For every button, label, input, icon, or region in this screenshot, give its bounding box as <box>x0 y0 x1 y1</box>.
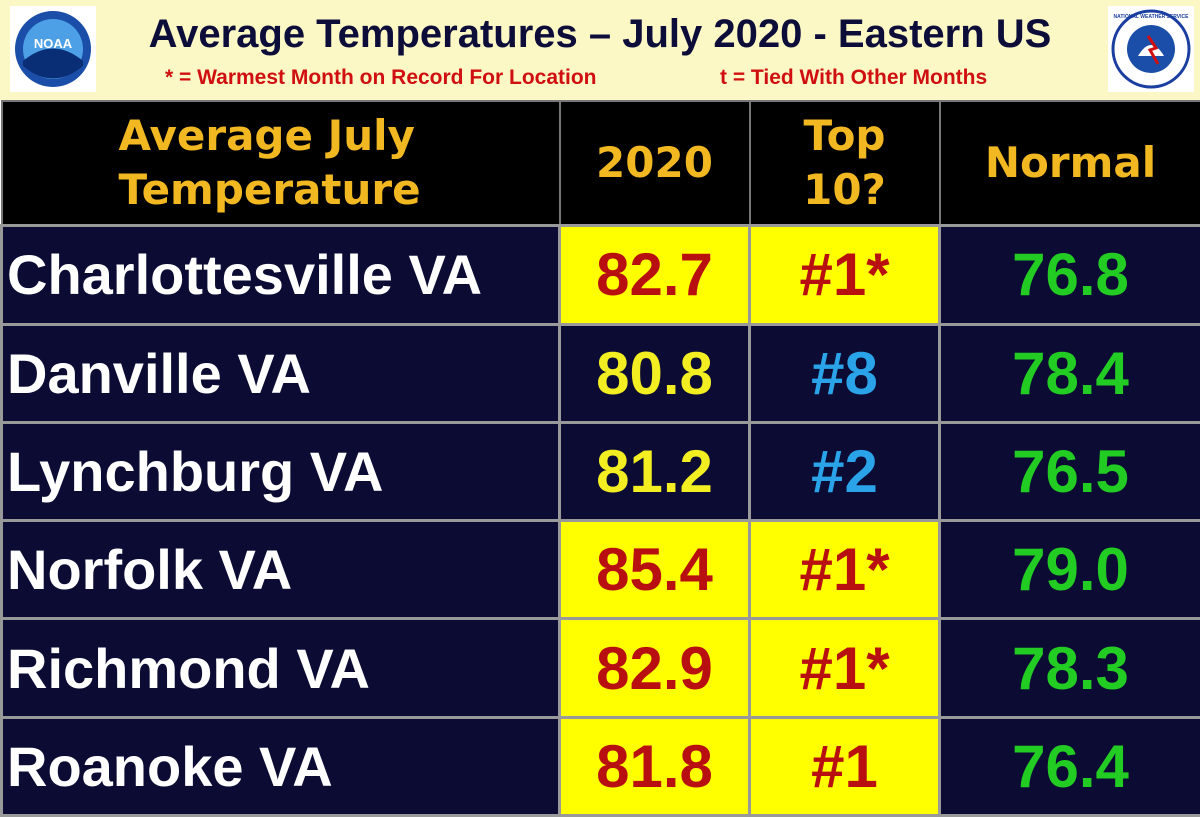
city: Lynchburg VA <box>0 420 561 523</box>
normal: 78.3 <box>938 617 1200 719</box>
normal: 76.4 <box>938 715 1200 817</box>
row: Richmond VA 82.9 #1* 78.3 <box>0 617 1200 719</box>
row: Danville VA 80.8 #8 78.4 <box>0 322 1200 424</box>
title: Average Temperatures – July 2020 - Easte… <box>148 12 1052 56</box>
rank: #1* <box>748 617 941 719</box>
city: Roanoke VA <box>0 715 561 817</box>
header-cell: Average July Temperature <box>0 100 561 227</box>
row: Roanoke VA 81.8 #1 76.4 <box>0 715 1200 817</box>
value-2020: 80.8 <box>558 322 751 424</box>
normal: 76.5 <box>938 420 1200 523</box>
value-2020: 81.8 <box>558 715 751 817</box>
normal: 79.0 <box>938 519 1200 621</box>
city: Danville VA <box>0 322 561 424</box>
header: NOAA Average Temperatures – July 2020 - … <box>0 0 1200 100</box>
city: Charlottesville VA <box>0 224 561 326</box>
city: Norfolk VA <box>0 519 561 621</box>
rank: #1* <box>748 224 941 326</box>
header-row: Average July Temperature 2020 Top 10? No… <box>0 100 1200 227</box>
rank: #8 <box>748 322 941 424</box>
value-2020: 82.9 <box>558 617 751 719</box>
rank: #1 <box>748 715 941 817</box>
row: Norfolk VA 85.4 #1* 79.0 <box>0 519 1200 621</box>
logo-text: NATIONAL WEATHER SERVICE <box>1114 14 1190 20</box>
value-2020: 81.2 <box>558 420 751 523</box>
header-cell: Normal <box>938 100 1200 227</box>
header-cell: Top 10? <box>748 100 941 227</box>
normal: 76.8 <box>938 224 1200 326</box>
row: Lynchburg VA 81.2 #2 76.5 <box>0 420 1200 523</box>
noaa-logo: NOAA <box>10 6 96 92</box>
header-cell: 2020 <box>558 100 751 227</box>
note: * = Warmest Month on Record For Location <box>165 66 597 89</box>
value-2020: 85.4 <box>558 519 751 621</box>
nws-logo: NATIONAL WEATHER SERVICE <box>1108 6 1194 92</box>
logo-text: NOAA <box>34 36 73 51</box>
normal: 78.4 <box>938 322 1200 424</box>
city: Richmond VA <box>0 617 561 719</box>
rank: #1* <box>748 519 941 621</box>
rank: #2 <box>748 420 941 523</box>
value-2020: 82.7 <box>558 224 751 326</box>
note: t = Tied With Other Months <box>720 66 988 89</box>
row: Charlottesville VA 82.7 #1* 76.8 <box>0 224 1200 326</box>
table: Average July Temperature 2020 Top 10? No… <box>0 100 1200 817</box>
